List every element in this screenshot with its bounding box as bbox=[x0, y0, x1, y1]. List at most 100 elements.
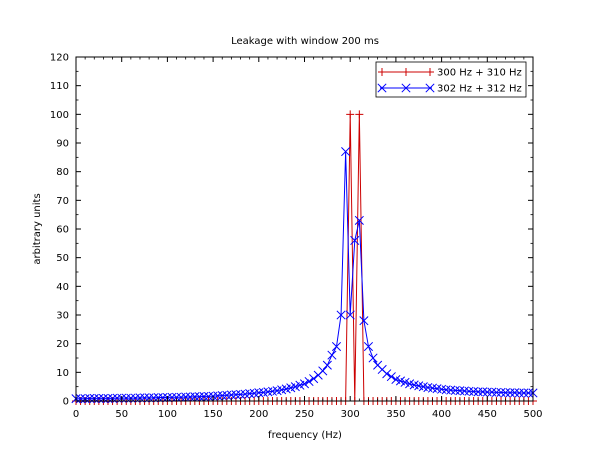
data-point bbox=[213, 391, 223, 401]
data-point bbox=[363, 341, 374, 352]
data-point bbox=[464, 386, 474, 396]
y-tick-label: 90 bbox=[56, 139, 69, 150]
legend-marker bbox=[401, 83, 411, 93]
data-point bbox=[194, 392, 204, 402]
data-point bbox=[346, 110, 355, 119]
x-tick-label: 400 bbox=[432, 409, 451, 420]
data-point bbox=[336, 310, 346, 320]
x-tick-label: 250 bbox=[295, 409, 314, 420]
data-point bbox=[304, 376, 314, 387]
data-point bbox=[167, 392, 177, 402]
data-point bbox=[231, 390, 241, 400]
data-point bbox=[519, 388, 529, 398]
x-axis: 0 50 100 150 200 250 300 350 400 450 500 bbox=[73, 57, 543, 420]
legend: 300 Hz + 310 Hz 302 Hz + 312 Hz bbox=[375, 61, 527, 98]
y-axis-label: arbitrary units bbox=[32, 193, 43, 264]
y-tick-label: 30 bbox=[56, 311, 69, 322]
data-point bbox=[345, 310, 355, 320]
series-2 bbox=[71, 147, 538, 404]
y-tick-label: 100 bbox=[50, 110, 69, 121]
y-tick-label: 120 bbox=[50, 53, 69, 64]
data-point bbox=[501, 388, 511, 398]
y-tick-label: 50 bbox=[56, 253, 69, 264]
data-point bbox=[181, 392, 191, 402]
x-axis-label: frequency (Hz) bbox=[268, 430, 342, 441]
data-point bbox=[505, 388, 515, 398]
data-point bbox=[455, 386, 465, 396]
data-point bbox=[222, 390, 232, 400]
legend-marker bbox=[426, 68, 434, 76]
data-point bbox=[235, 389, 246, 399]
x-tick-label: 50 bbox=[115, 409, 128, 420]
data-point bbox=[158, 393, 168, 403]
x-tick-label: 0 bbox=[73, 409, 79, 420]
data-point bbox=[359, 316, 369, 326]
data-point bbox=[491, 387, 501, 397]
data-point bbox=[226, 390, 236, 400]
data-point bbox=[386, 372, 396, 382]
series-line bbox=[76, 114, 533, 402]
data-point bbox=[327, 350, 337, 360]
data-point bbox=[245, 388, 255, 399]
data-point bbox=[217, 390, 227, 401]
data-point bbox=[368, 353, 378, 363]
y-tick-label: 80 bbox=[56, 167, 69, 178]
legend-marker bbox=[425, 83, 435, 93]
data-point bbox=[510, 388, 520, 398]
x-tick-label: 450 bbox=[478, 409, 497, 420]
legend-label: 302 Hz + 312 Hz bbox=[437, 84, 522, 95]
data-point bbox=[354, 215, 364, 225]
data-point bbox=[446, 385, 456, 395]
y-tick-label: 110 bbox=[50, 81, 69, 92]
data-point bbox=[496, 387, 506, 397]
data-point bbox=[203, 391, 214, 401]
legend-label: 300 Hz + 310 Hz bbox=[437, 68, 522, 79]
series-line bbox=[76, 151, 533, 400]
chart-title: Leakage with window 200 ms bbox=[231, 36, 379, 47]
y-axis: 0 10 20 30 40 50 60 70 80 90 100 110 120 bbox=[50, 53, 533, 408]
y-tick-label: 0 bbox=[63, 397, 69, 408]
data-point bbox=[355, 110, 364, 119]
data-point bbox=[382, 369, 392, 379]
y-tick-label: 10 bbox=[56, 368, 69, 379]
data-point bbox=[299, 379, 310, 389]
data-point bbox=[514, 388, 524, 398]
data-point bbox=[171, 392, 182, 402]
legend-marker bbox=[402, 68, 410, 76]
data-point bbox=[341, 147, 351, 157]
y-tick-label: 20 bbox=[56, 339, 69, 350]
data-point bbox=[153, 393, 163, 403]
x-tick-label: 150 bbox=[204, 409, 223, 420]
legend-box bbox=[375, 61, 527, 98]
data-point bbox=[523, 388, 533, 398]
y-tick-label: 60 bbox=[56, 225, 69, 236]
x-tick-label: 500 bbox=[523, 409, 542, 420]
data-point bbox=[322, 360, 332, 370]
data-point bbox=[309, 374, 319, 384]
data-point bbox=[350, 235, 360, 246]
x-tick-label: 200 bbox=[249, 409, 268, 420]
x-tick-label: 350 bbox=[386, 409, 405, 420]
plot-frame bbox=[75, 56, 534, 402]
y-tick-label: 40 bbox=[56, 282, 69, 293]
data-point bbox=[459, 386, 470, 396]
data-point bbox=[441, 385, 451, 395]
data-point bbox=[482, 387, 492, 397]
x-tick-label: 300 bbox=[341, 409, 360, 420]
data-point bbox=[190, 392, 200, 402]
y-tick-label: 70 bbox=[56, 196, 69, 207]
x-tick-label: 100 bbox=[158, 409, 177, 420]
data-point bbox=[254, 388, 264, 398]
data-point bbox=[450, 385, 460, 395]
data-point bbox=[473, 387, 483, 397]
legend-marker bbox=[377, 83, 387, 93]
data-point bbox=[318, 366, 328, 376]
data-point bbox=[331, 341, 342, 352]
data-point bbox=[76, 394, 86, 404]
data-point bbox=[199, 391, 209, 401]
data-point bbox=[176, 392, 186, 402]
data-point bbox=[487, 387, 497, 397]
series-1 bbox=[72, 110, 537, 405]
data-point bbox=[469, 386, 479, 397]
